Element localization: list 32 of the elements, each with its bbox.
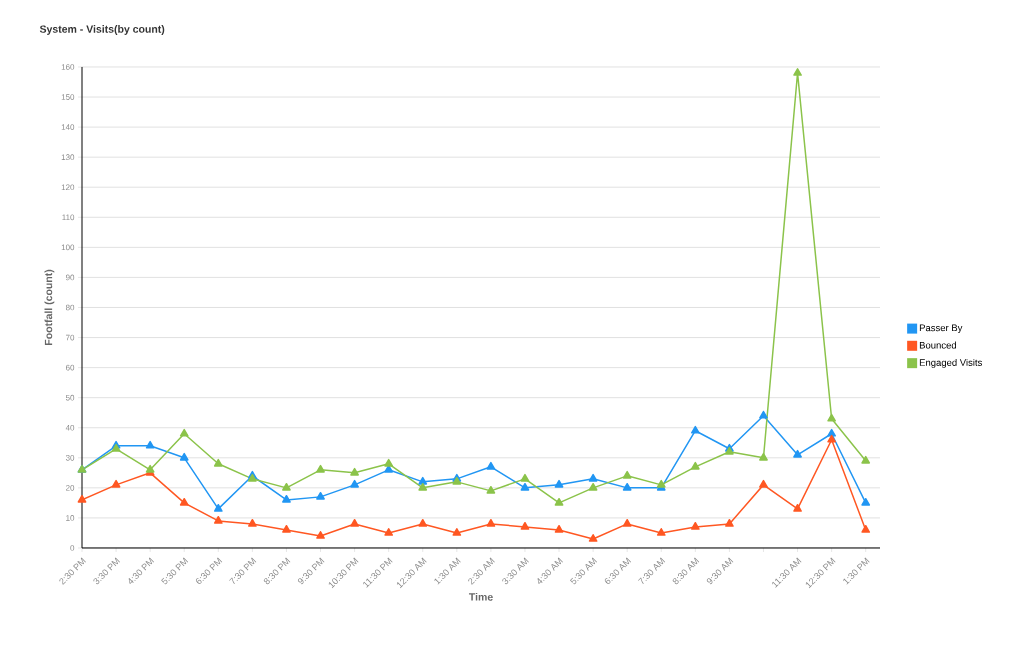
y-tick-label: 90 bbox=[65, 274, 75, 281]
y-tick-label: 100 bbox=[61, 244, 75, 251]
y-tick-label: 150 bbox=[61, 94, 75, 100]
y-tick-label: 30 bbox=[65, 454, 75, 461]
y-tick-label: 120 bbox=[61, 184, 75, 191]
y-tick-label: 0 bbox=[70, 545, 75, 551]
y-tick-label: 20 bbox=[66, 485, 75, 491]
x-tick-label: 6:30 PM bbox=[195, 557, 223, 584]
legend-label: Bounced bbox=[919, 341, 957, 349]
x-tick-label: 4:30 AM bbox=[537, 557, 563, 584]
legend-label: Engaged Visits bbox=[919, 358, 982, 368]
x-axis-title: Time bbox=[468, 592, 493, 601]
y-tick-label: 70 bbox=[66, 334, 75, 341]
y-tick-label: 110 bbox=[62, 214, 75, 221]
x-tick-label: 6:30 AM bbox=[604, 557, 632, 584]
x-tick-label: 4:30 PM bbox=[128, 557, 155, 584]
y-tick-label: 80 bbox=[65, 304, 75, 311]
legend-label: Passer By bbox=[919, 324, 963, 334]
x-tick-label: 3:30 AM bbox=[502, 557, 529, 585]
x-tick-label: 7:30 AM bbox=[637, 557, 666, 584]
y-tick-label: 50 bbox=[65, 394, 75, 401]
x-tick-label: 7:30 PM bbox=[229, 557, 257, 584]
y-tick-label: 130 bbox=[61, 154, 75, 160]
x-tick-label: 9:30 PM bbox=[297, 557, 325, 585]
chart-title: System - Visits(by count) bbox=[39, 25, 165, 35]
y-tick-label: 10 bbox=[66, 515, 75, 521]
y-tick-label: 40 bbox=[65, 424, 75, 431]
y-tick-label: 140 bbox=[61, 124, 75, 130]
y-tick-label: 160 bbox=[61, 64, 75, 70]
y-tick-label: 60 bbox=[66, 364, 75, 371]
x-tick-label: 9:30 AM bbox=[706, 557, 734, 585]
y-axis-title: Footfall (count) bbox=[44, 269, 55, 345]
